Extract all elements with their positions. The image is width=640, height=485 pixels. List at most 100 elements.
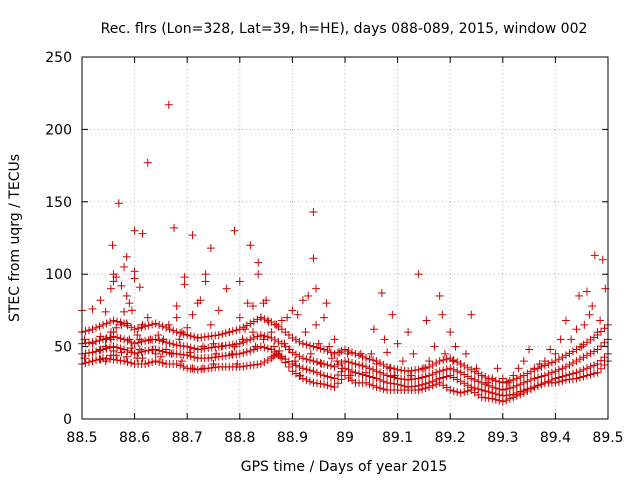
data-point-marker [130, 339, 139, 348]
data-point-marker [512, 388, 521, 397]
data-point-marker [92, 323, 101, 332]
data-point-marker [398, 357, 407, 366]
data-point-marker [295, 337, 304, 346]
data-point-marker [127, 348, 136, 357]
data-point-marker [558, 353, 567, 362]
data-point-marker [463, 381, 472, 390]
data-point-marker [312, 358, 321, 367]
data-point-marker [456, 368, 465, 377]
data-point-marker [575, 291, 584, 300]
data-point-marker [369, 325, 378, 334]
data-point-marker [88, 357, 97, 366]
data-point-marker [367, 349, 376, 358]
data-point-marker [358, 361, 367, 370]
data-point-marker [449, 387, 458, 396]
data-point-marker [232, 326, 241, 335]
data-point-marker [246, 346, 255, 355]
x-tick-label: 89.5 [592, 430, 623, 446]
data-point-marker [596, 356, 605, 365]
data-point-marker [428, 360, 437, 369]
data-point-marker [298, 296, 307, 305]
data-point-marker [593, 345, 602, 354]
data-point-marker [238, 335, 247, 344]
data-point-marker [130, 274, 139, 283]
data-point-marker [206, 244, 215, 253]
data-point-marker [333, 360, 342, 369]
data-point-marker [467, 365, 476, 374]
data-point-marker [600, 353, 609, 362]
data-point-marker [155, 358, 164, 367]
data-point-marker [283, 313, 292, 322]
data-point-marker [106, 335, 115, 344]
y-axis-label: STEC from uqrg / TECUs [7, 154, 23, 322]
data-point-marker [326, 348, 335, 357]
data-point-marker [523, 385, 532, 394]
data-point-marker [127, 323, 136, 332]
data-point-marker [172, 313, 181, 322]
data-point-marker [101, 342, 110, 351]
data-point-marker [586, 362, 595, 371]
data-point-marker [325, 342, 334, 351]
data-point-marker [263, 344, 272, 353]
data-point-marker [102, 334, 111, 343]
x-tick-label: 89.1 [382, 430, 413, 446]
data-point-marker [96, 296, 105, 305]
data-point-marker [369, 365, 378, 374]
data-point-marker [102, 319, 111, 328]
data-point-marker [516, 380, 525, 389]
data-point-marker [116, 344, 125, 353]
data-point-marker [388, 310, 397, 319]
data-point-marker [185, 348, 194, 357]
data-point-marker [170, 223, 179, 232]
data-point-marker [533, 381, 542, 390]
data-point-marker [337, 346, 346, 355]
data-point-marker [106, 317, 115, 326]
data-point-marker [333, 357, 342, 366]
data-point-marker [530, 374, 539, 383]
data-point-marker [319, 371, 328, 380]
data-point-marker [259, 335, 268, 344]
data-point-marker [377, 289, 386, 298]
data-point-marker [188, 364, 197, 373]
data-point-marker [314, 339, 323, 348]
data-point-marker [101, 357, 110, 366]
data-point-marker [305, 377, 314, 386]
data-point-marker [123, 346, 132, 355]
data-point-marker [175, 335, 184, 344]
data-point-marker [580, 320, 589, 329]
data-point-marker [414, 374, 423, 383]
data-point-marker [400, 382, 409, 391]
data-point-marker [343, 349, 352, 358]
data-point-marker [117, 320, 126, 329]
data-point-marker [575, 355, 584, 364]
data-point-marker [385, 364, 394, 373]
data-point-marker [358, 370, 367, 379]
data-point-marker [298, 354, 307, 363]
data-point-marker [446, 386, 455, 395]
data-point-marker [519, 378, 528, 387]
data-point-marker [344, 365, 353, 374]
data-point-marker [158, 322, 167, 331]
data-point-marker [239, 323, 248, 332]
data-point-marker [88, 348, 97, 357]
data-point-marker [217, 342, 226, 351]
data-point-marker [356, 349, 365, 358]
data-point-marker [438, 310, 447, 319]
data-point-marker [425, 371, 434, 380]
data-point-marker [242, 336, 251, 345]
data-point-marker [212, 349, 221, 358]
x-tick-label: 89.3 [487, 430, 518, 446]
data-point-marker [449, 365, 458, 374]
data-point-marker [547, 375, 556, 384]
data-point-marker [495, 385, 504, 394]
data-point-marker [535, 359, 544, 368]
data-point-marker [488, 383, 497, 392]
y-tick-label: 250 [45, 50, 72, 66]
data-point-marker [233, 359, 242, 368]
data-point-marker [346, 371, 355, 380]
data-point-marker [523, 369, 532, 378]
data-point-marker [263, 356, 272, 365]
data-point-marker [579, 353, 588, 362]
data-point-marker [133, 331, 142, 340]
